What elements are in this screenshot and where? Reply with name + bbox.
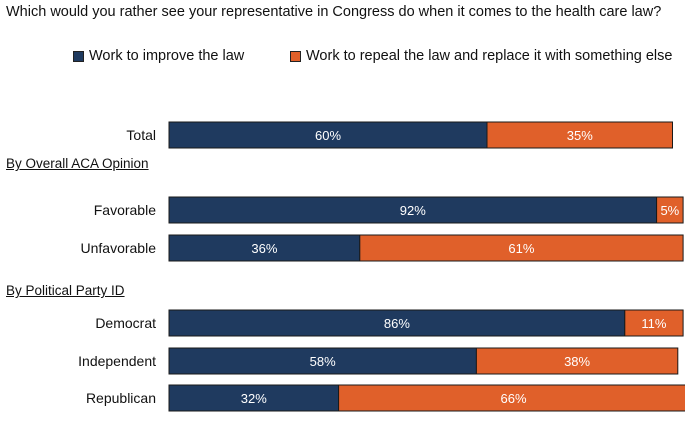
bar-democrat-repeal	[624, 309, 684, 337]
data-label-republican-improve: 32%	[241, 391, 267, 406]
bar-favorable-improve	[168, 196, 658, 224]
data-label-total-repeal: 35%	[567, 128, 593, 143]
data-label-total-improve: 60%	[315, 128, 341, 143]
category-label-independent: Independent	[78, 353, 156, 369]
section-label-aca-opinion: By Overall ACA Opinion	[6, 156, 149, 171]
data-label-independent-repeal: 38%	[564, 354, 590, 369]
data-label-favorable-improve: 92%	[400, 203, 426, 218]
legend-label-improve: Work to improve the law	[89, 48, 245, 64]
data-label-favorable-repeal: 5%	[660, 203, 679, 218]
data-label-democrat-repeal: 11%	[641, 316, 666, 331]
data-label-republican-repeal: 66%	[500, 391, 526, 406]
bar-favorable-repeal	[656, 196, 684, 224]
bar-democrat-improve	[168, 309, 626, 337]
legend-label-repeal: Work to repeal the law and replace it wi…	[306, 48, 673, 64]
section-label-party-id: By Political Party ID	[6, 283, 125, 298]
data-label-unfavorable-repeal: 61%	[508, 241, 534, 256]
bar-unfavorable-repeal	[359, 234, 684, 262]
bar-total-repeal	[486, 121, 673, 149]
chart-title: Which would you rather see your represen…	[6, 4, 662, 20]
data-label-democrat-improve: 86%	[384, 316, 410, 331]
bar-republican-improve	[168, 384, 340, 412]
bar-independent-repeal	[475, 347, 679, 375]
legend-item-improve: Work to improve the law	[73, 48, 244, 64]
bar-total-improve	[168, 121, 488, 149]
bar-independent-improve	[168, 347, 477, 375]
category-label-favorable: Favorable	[94, 202, 156, 218]
data-label-independent-improve: 58%	[310, 354, 336, 369]
category-label-total: Total	[126, 127, 156, 143]
category-label-democrat: Democrat	[95, 315, 156, 331]
category-label-republican: Republican	[86, 390, 156, 406]
data-label-unfavorable-improve: 36%	[251, 241, 277, 256]
legend-swatch-improve	[73, 50, 84, 62]
legend-swatch-repeal	[290, 50, 301, 62]
category-label-unfavorable: Unfavorable	[81, 240, 157, 256]
bar-republican-repeal	[338, 384, 685, 412]
legend-item-repeal: Work to repeal the law and replace it wi…	[290, 48, 672, 64]
